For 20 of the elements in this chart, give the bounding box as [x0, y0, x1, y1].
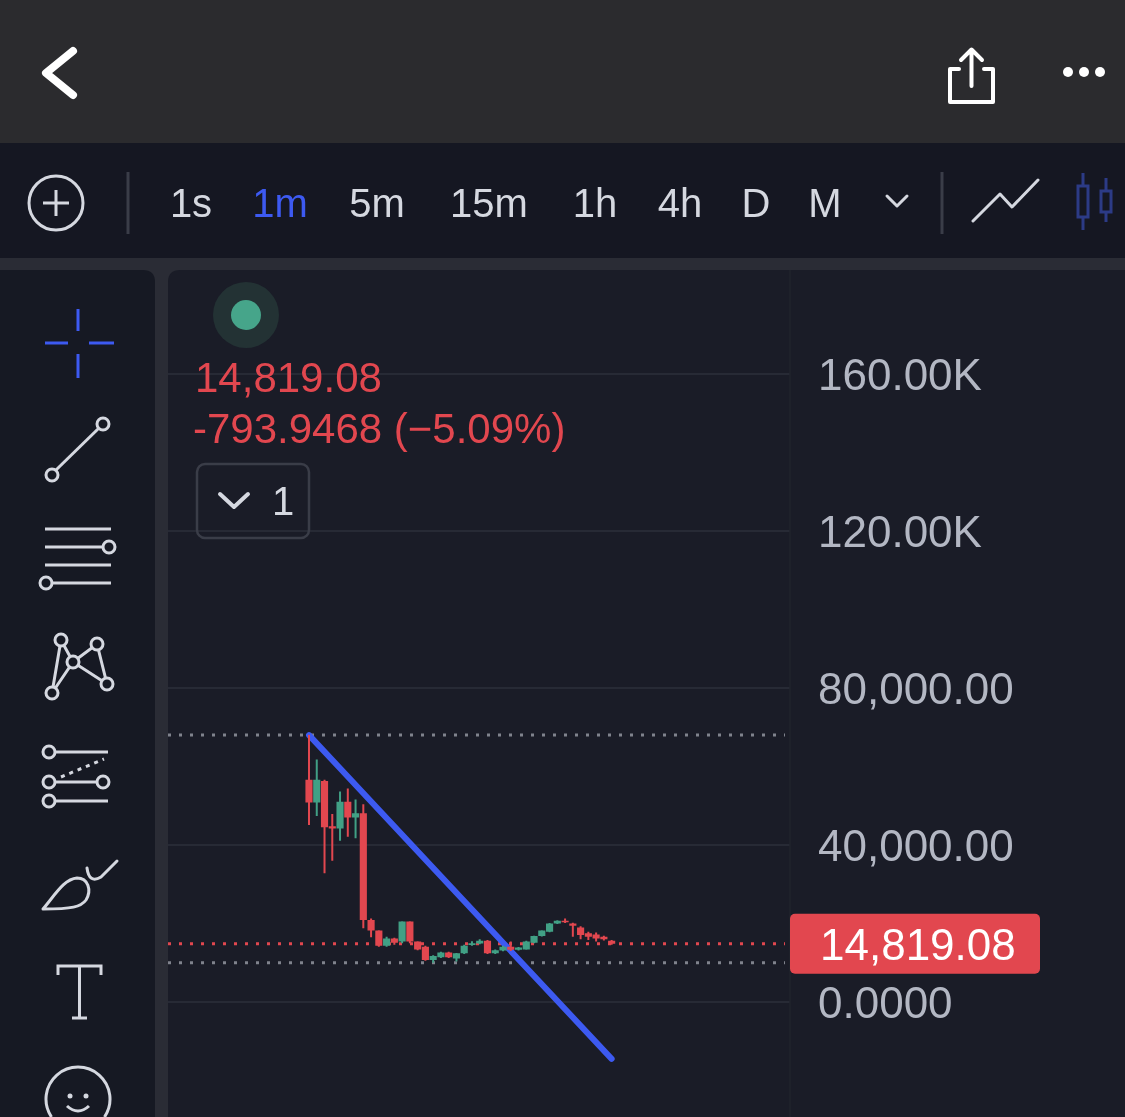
text: 5m — [349, 181, 405, 225]
ref-line-label: 14,819.08 — [820, 919, 1016, 969]
text: 15m — [450, 181, 528, 225]
text: 1m — [252, 181, 308, 225]
text: 1s — [169, 181, 213, 225]
y-tick-label: 80,000.00 — [818, 663, 1014, 713]
y-tick-label: 40,000.00 — [818, 820, 1014, 870]
text: D — [741, 181, 771, 225]
y-tick-label: 0.0000 — [818, 977, 953, 1027]
text: M — [808, 181, 842, 225]
candlestick — [336, 791, 344, 841]
y-tick-label: 160.00K — [818, 349, 982, 399]
candlestick — [351, 799, 360, 839]
annotation: -793.9468 (−5.09%) — [193, 404, 566, 452]
text: 1 — [271, 479, 295, 523]
candlestick — [305, 735, 313, 825]
text: 4h — [657, 181, 703, 225]
y-tick-label: 120.00K — [818, 506, 982, 556]
annotation: 14,819.08 — [195, 353, 382, 401]
text: 1h — [572, 181, 618, 225]
